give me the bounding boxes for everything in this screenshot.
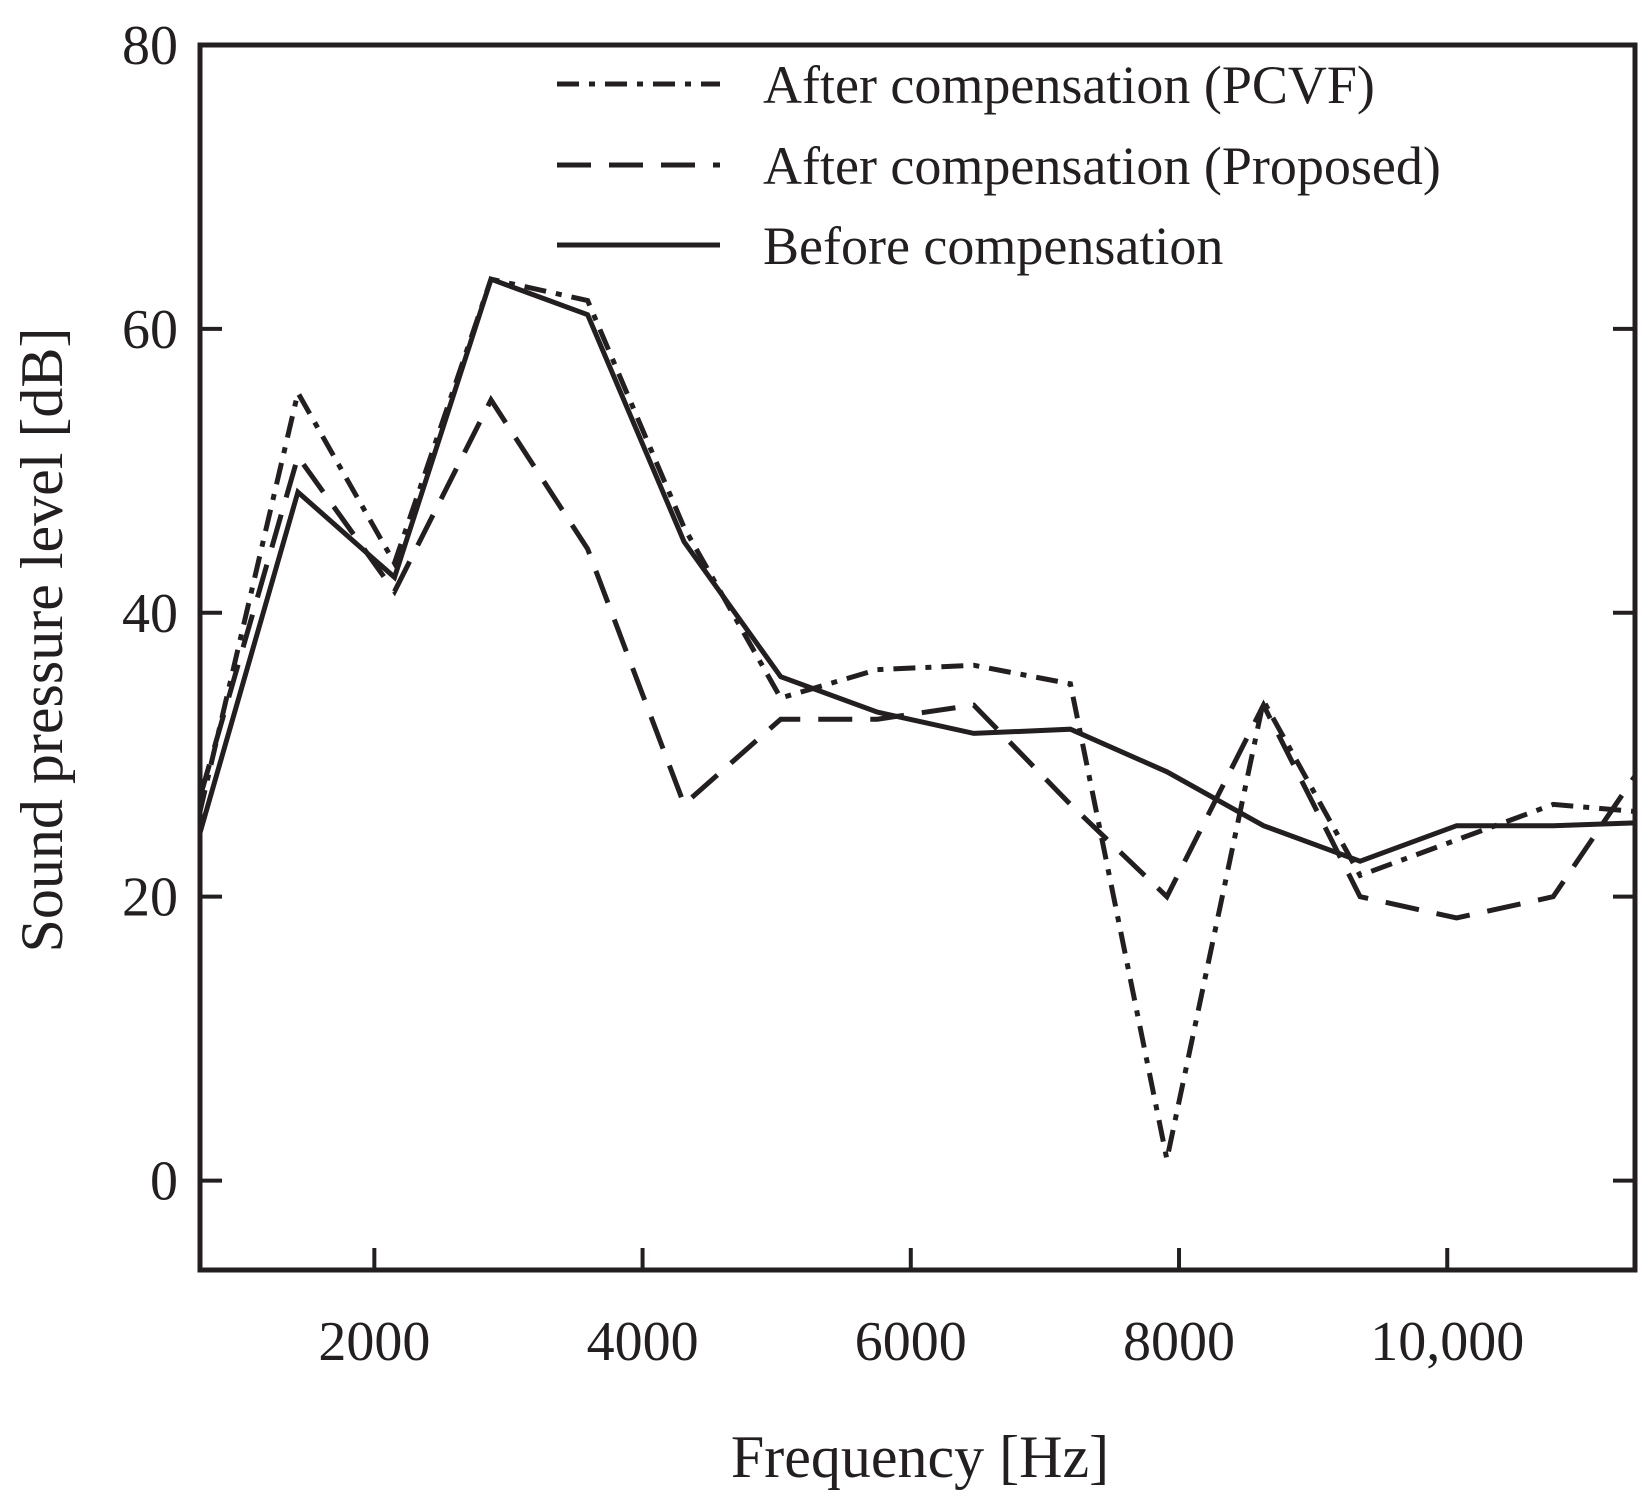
legend-label-proposed: After compensation (Proposed): [763, 136, 1441, 196]
legend-label-pcvf: After compensation (PCVF): [763, 55, 1375, 115]
axes: [197, 42, 1638, 1273]
plot-lines: [197, 275, 1638, 1160]
x-tick-label: 8000: [1123, 1311, 1235, 1373]
y-tick-label: 0: [150, 1151, 178, 1213]
series-line-proposed: [197, 394, 1638, 921]
x-axis-label: Frequency [Hz]: [731, 1424, 1109, 1490]
x-tick-label: 10,000: [1370, 1311, 1524, 1373]
x-tick-label: 2000: [318, 1311, 430, 1373]
y-tick-label: 80: [122, 15, 178, 77]
x-tick-label: 4000: [587, 1311, 699, 1373]
ticks: [200, 43, 1635, 1270]
y-tick-label: 60: [122, 299, 178, 361]
y-tick-label: 20: [122, 867, 178, 929]
legend-label-before: Before compensation: [763, 216, 1223, 276]
y-axis-label: Sound pressure level [dB]: [9, 328, 75, 953]
x-tick-label: 6000: [855, 1311, 967, 1373]
legend: After compensation (PCVF) After compensa…: [557, 55, 1441, 276]
tick-labels: 0 20 40 60 80 2000 4000 6000 8000 10,000: [122, 15, 1524, 1373]
plot-frame: [197, 42, 1638, 1273]
series-line-before: [197, 275, 1636, 864]
y-tick-label: 40: [122, 583, 178, 645]
